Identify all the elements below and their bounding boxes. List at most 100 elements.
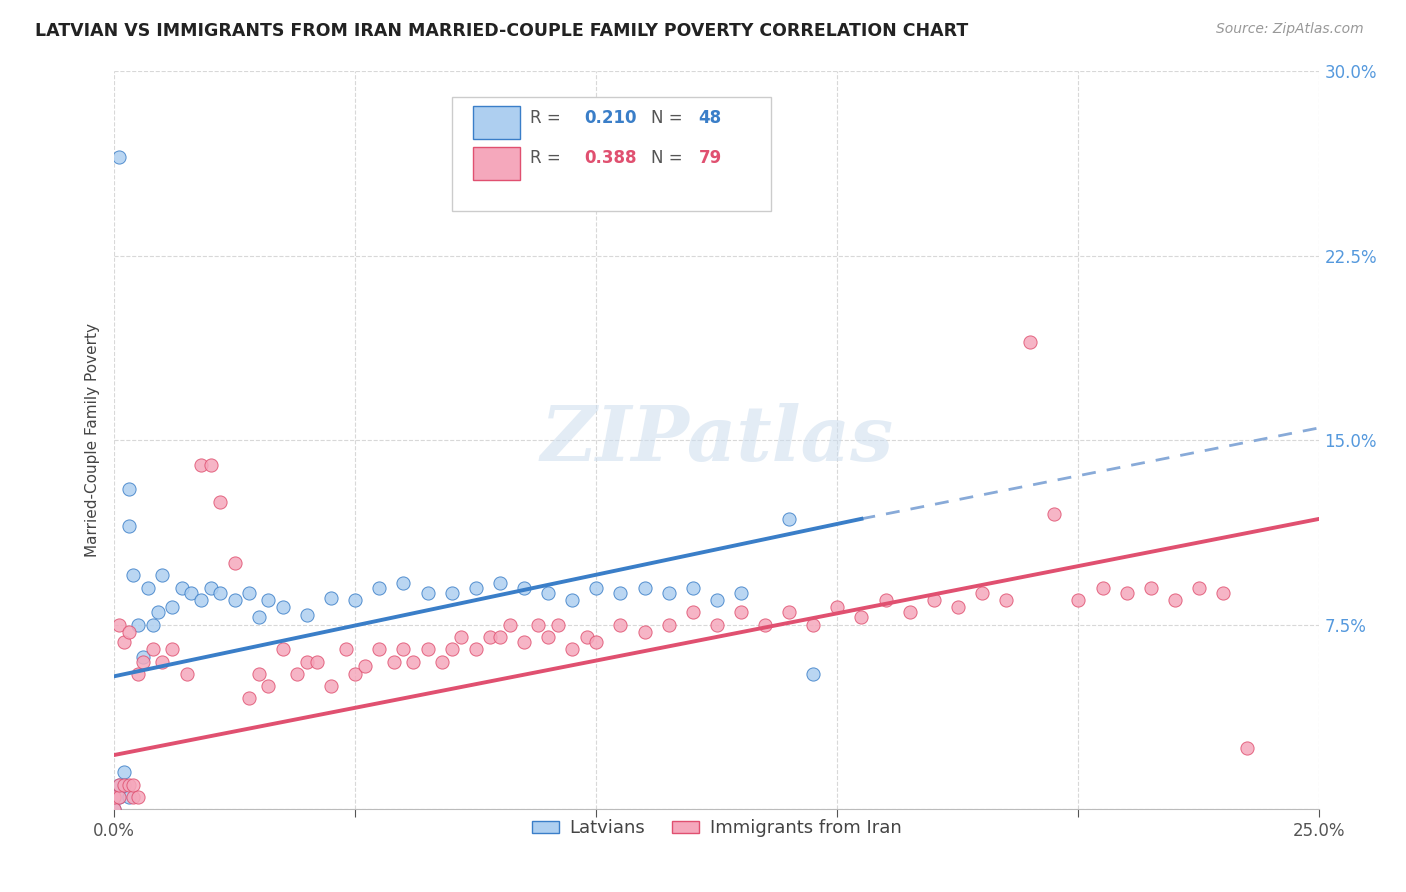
Point — [160, 642, 183, 657]
Point — [368, 642, 391, 657]
Point — [335, 642, 357, 657]
Text: ZIPatlas: ZIPatlas — [540, 403, 893, 477]
Point — [152, 568, 174, 582]
Point — [561, 642, 583, 657]
Point — [271, 600, 294, 615]
Point — [682, 605, 704, 619]
Point — [190, 458, 212, 472]
Point — [180, 585, 202, 599]
Point — [479, 630, 502, 644]
Point — [103, 789, 125, 804]
Point — [103, 802, 125, 816]
Point — [537, 630, 560, 644]
Point — [851, 610, 873, 624]
Point — [527, 617, 550, 632]
Point — [430, 655, 453, 669]
Point — [112, 635, 135, 649]
Point — [392, 642, 415, 657]
Point — [440, 585, 463, 599]
Point — [754, 617, 776, 632]
Point — [368, 581, 391, 595]
Point — [200, 458, 222, 472]
Point — [108, 778, 131, 792]
Point — [287, 666, 309, 681]
Point — [127, 617, 149, 632]
Point — [382, 655, 405, 669]
Point — [247, 610, 270, 624]
Point — [354, 659, 377, 673]
Point — [1164, 593, 1187, 607]
Point — [103, 802, 125, 816]
Text: R =: R = — [530, 149, 567, 167]
Point — [238, 691, 260, 706]
Point — [513, 581, 536, 595]
Point — [1139, 581, 1161, 595]
Point — [127, 666, 149, 681]
Point — [247, 666, 270, 681]
Point — [922, 593, 945, 607]
Point — [209, 494, 232, 508]
FancyBboxPatch shape — [451, 97, 770, 211]
Point — [122, 778, 145, 792]
Text: 0.210: 0.210 — [585, 109, 637, 127]
Y-axis label: Married-Couple Family Poverty: Married-Couple Family Poverty — [86, 323, 100, 558]
Point — [118, 625, 141, 640]
FancyBboxPatch shape — [474, 106, 520, 139]
Point — [489, 575, 512, 590]
Point — [142, 617, 165, 632]
Point — [271, 642, 294, 657]
Point — [1067, 593, 1090, 607]
Point — [575, 630, 598, 644]
Text: 0.388: 0.388 — [585, 149, 637, 167]
Point — [730, 605, 752, 619]
Point — [585, 581, 607, 595]
Point — [585, 635, 607, 649]
Point — [946, 600, 969, 615]
Point — [190, 593, 212, 607]
Point — [170, 581, 193, 595]
Point — [321, 679, 343, 693]
Point — [112, 778, 135, 792]
Point — [112, 765, 135, 780]
Point — [392, 575, 415, 590]
Point — [801, 666, 824, 681]
Point — [295, 607, 318, 622]
Point — [344, 593, 367, 607]
Point — [127, 789, 149, 804]
Text: 79: 79 — [699, 149, 723, 167]
Point — [1091, 581, 1114, 595]
Point — [489, 630, 512, 644]
Point — [440, 642, 463, 657]
Point — [176, 666, 198, 681]
Point — [142, 642, 165, 657]
Point — [609, 585, 631, 599]
Point — [305, 655, 328, 669]
Point — [730, 585, 752, 599]
Point — [118, 519, 141, 533]
Point — [778, 605, 800, 619]
Point — [122, 789, 145, 804]
Point — [321, 591, 343, 605]
Point — [706, 593, 728, 607]
Point — [112, 778, 135, 792]
Text: Source: ZipAtlas.com: Source: ZipAtlas.com — [1216, 22, 1364, 37]
Point — [995, 593, 1018, 607]
Point — [118, 789, 141, 804]
Point — [108, 789, 131, 804]
Point — [146, 605, 169, 619]
Point — [1043, 507, 1066, 521]
Point — [464, 642, 486, 657]
Point — [633, 625, 655, 640]
Point — [801, 617, 824, 632]
Point — [257, 679, 280, 693]
Point — [344, 666, 367, 681]
Point — [513, 635, 536, 649]
Point — [122, 568, 145, 582]
Point — [970, 585, 993, 599]
Point — [537, 585, 560, 599]
Text: LATVIAN VS IMMIGRANTS FROM IRAN MARRIED-COUPLE FAMILY POVERTY CORRELATION CHART: LATVIAN VS IMMIGRANTS FROM IRAN MARRIED-… — [35, 22, 969, 40]
Point — [108, 617, 131, 632]
Point — [200, 581, 222, 595]
Point — [118, 483, 141, 497]
Point — [1188, 581, 1211, 595]
